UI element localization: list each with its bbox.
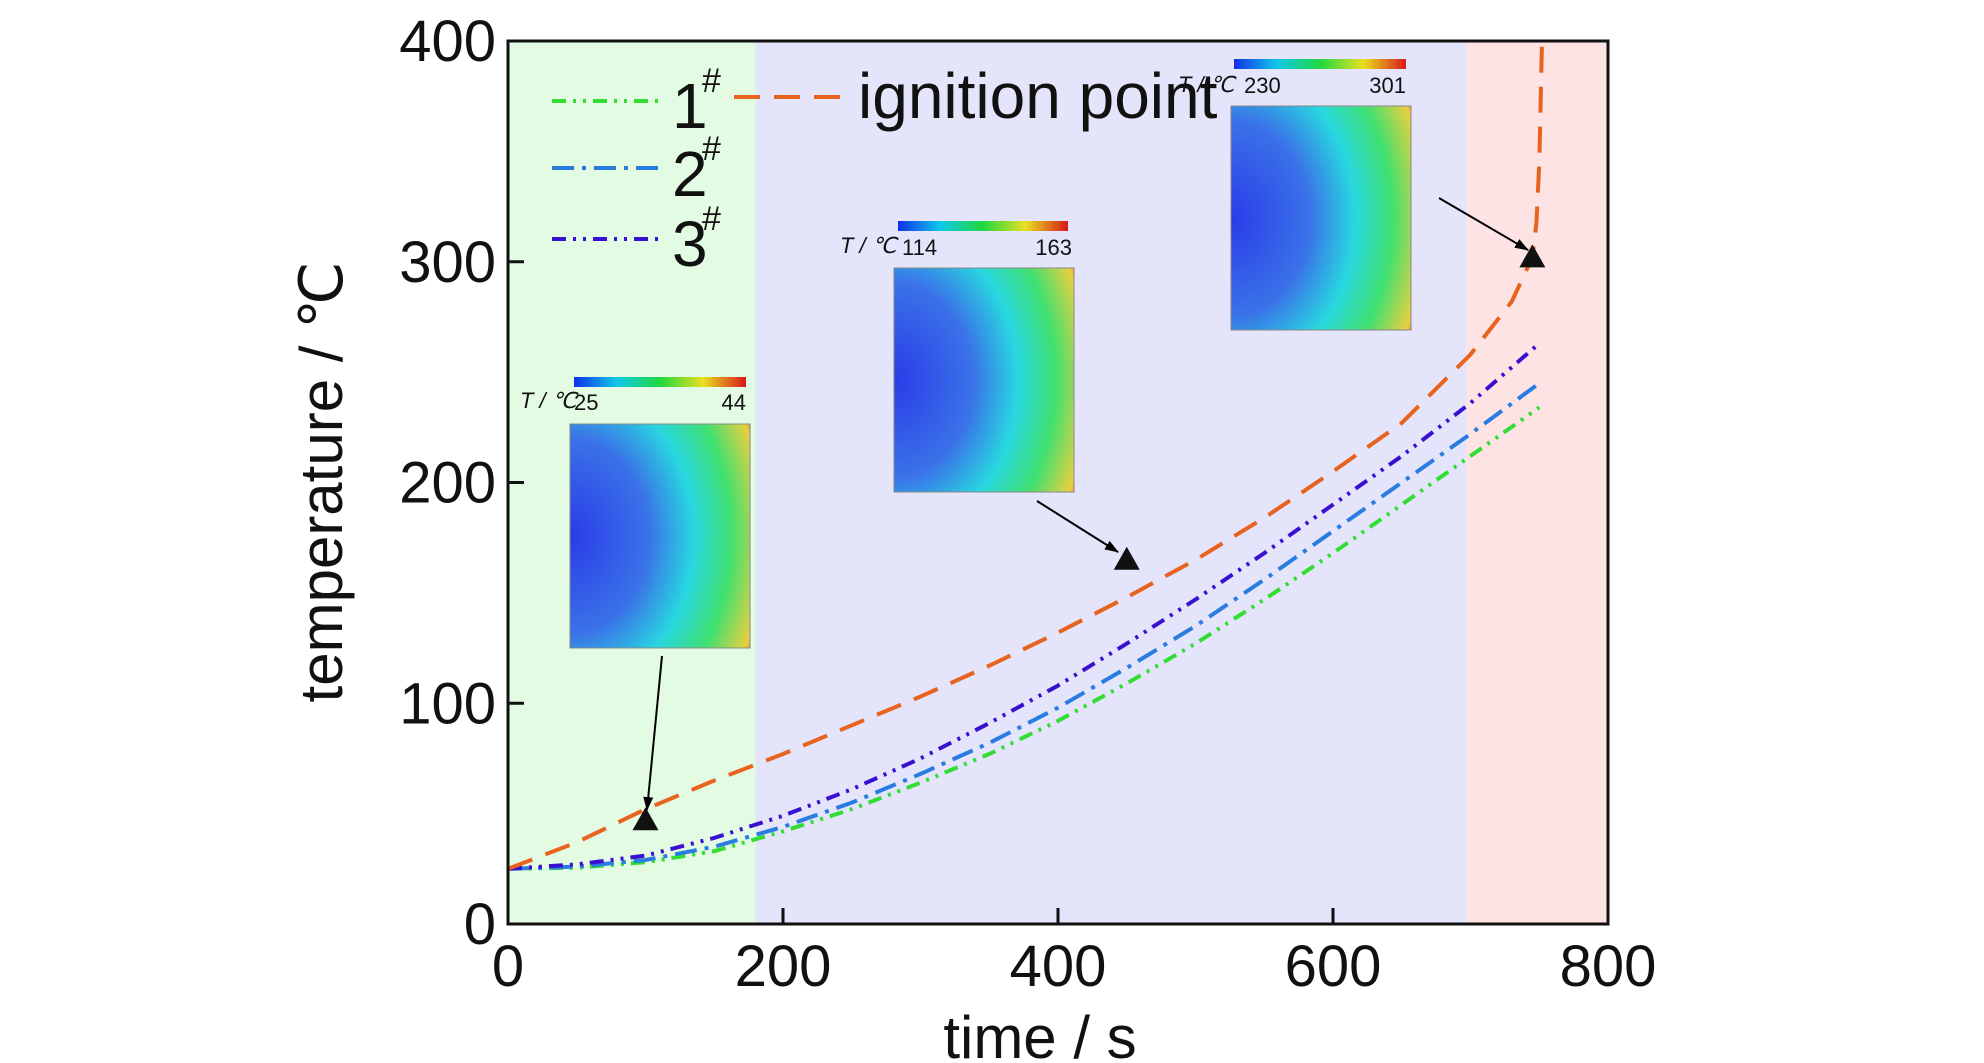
x-tick-label-0: 0 xyxy=(492,934,524,999)
legend-entry-ignition: ignition point xyxy=(734,60,1218,132)
legend-sup-3: # xyxy=(702,200,721,238)
x-axis-title: time / s xyxy=(943,1004,1136,1063)
legend-entry-1: 1 # xyxy=(552,62,721,142)
legend-entry-2: 2 # xyxy=(552,130,721,210)
series-line-2 xyxy=(508,381,1541,871)
arrow-1 xyxy=(643,655,663,811)
inset-1-colorbar xyxy=(574,377,746,387)
x-tick-label-4: 800 xyxy=(1560,934,1657,999)
inset-heatmap-3: T / ℃ 230 301 xyxy=(1178,59,1412,331)
inset-3-min: 230 xyxy=(1244,73,1281,98)
inset-2-field xyxy=(893,267,1075,493)
marker-triangle-1 xyxy=(632,807,659,831)
inset-3-field xyxy=(1230,105,1412,331)
inset-1-unit: T / ℃ xyxy=(520,388,579,413)
axis-ticks: 0 200 400 600 800 0 100 200 300 400 xyxy=(399,9,1656,999)
inset-1-field xyxy=(569,423,751,649)
arrow-2 xyxy=(1036,500,1119,553)
inset-arrows xyxy=(643,197,1529,811)
inset-3-unit: T / ℃ xyxy=(1178,72,1237,97)
legend-sup-2: # xyxy=(702,130,721,168)
y-tick-label-1: 100 xyxy=(399,671,496,736)
legend-label-1: 1 xyxy=(672,70,708,142)
inset-2-min: 114 xyxy=(902,235,937,260)
legend-label-ignition: ignition point xyxy=(858,60,1218,132)
series-line-3 xyxy=(508,341,1541,871)
legend: 1 # 2 # 3 # ignition point xyxy=(552,60,1218,280)
y-tick-label-3: 300 xyxy=(399,230,496,295)
marker-triangle-2 xyxy=(1113,546,1140,570)
legend-label-3: 3 xyxy=(672,208,708,280)
y-tick-label-0: 0 xyxy=(464,892,496,957)
x-tick-label-2: 400 xyxy=(1010,934,1107,999)
inset-3-colorbar xyxy=(1234,59,1406,69)
y-axis-title: temperature / ℃ xyxy=(288,262,355,703)
inset-2-max: 163 xyxy=(1035,235,1072,260)
inset-3-max: 301 xyxy=(1369,73,1406,98)
inset-heatmap-2: T / ℃ 114 163 xyxy=(840,221,1075,493)
triangle-markers xyxy=(632,244,1546,831)
inset-heatmap-1: T / ℃ 25 44 xyxy=(520,377,751,649)
inset-2-colorbar xyxy=(898,221,1068,231)
y-tick-label-2: 200 xyxy=(399,451,496,516)
x-tick-label-1: 200 xyxy=(735,934,832,999)
x-tick-label-3: 600 xyxy=(1285,934,1382,999)
series-line-1 xyxy=(508,405,1541,871)
inset-1-max: 44 xyxy=(722,390,746,415)
arrow-3 xyxy=(1438,197,1529,251)
y-tick-label-4: 400 xyxy=(399,9,496,74)
legend-entry-3: 3 # xyxy=(552,200,721,280)
inset-2-unit: T / ℃ xyxy=(840,233,899,258)
legend-label-2: 2 xyxy=(672,138,708,210)
inset-1-min: 25 xyxy=(574,390,598,415)
marker-triangle-3 xyxy=(1519,244,1546,268)
legend-sup-1: # xyxy=(702,62,721,100)
